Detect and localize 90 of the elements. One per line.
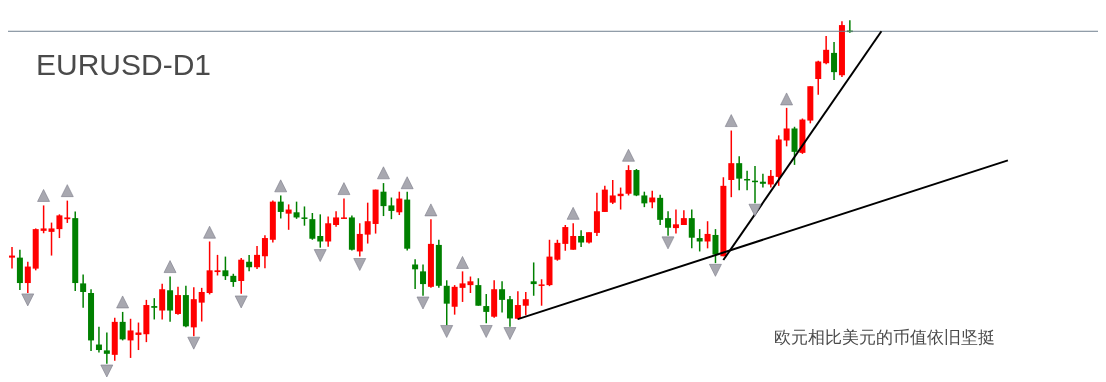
candlestick: [198, 287, 205, 323]
candlestick: [475, 277, 482, 307]
point: [21, 293, 35, 307]
candlestick: [736, 155, 743, 192]
candlestick: [506, 295, 513, 328]
point: [187, 336, 201, 350]
point: [337, 182, 351, 195]
candlestick: [174, 286, 181, 316]
point: [456, 256, 469, 269]
candlestick: [40, 204, 47, 234]
candlestick: [530, 261, 537, 297]
candlestick: [657, 194, 664, 226]
candlestick: [214, 254, 221, 277]
candlestick: [159, 282, 166, 321]
candlestick: [815, 60, 822, 96]
candlestick: [238, 257, 245, 295]
candlestick: [562, 224, 569, 252]
point: [416, 296, 430, 310]
candlestick: [443, 279, 450, 327]
candlestick: [254, 245, 261, 270]
candlestick: [222, 255, 229, 281]
candlestick: [64, 199, 71, 224]
candlestick: [451, 284, 458, 316]
point: [274, 179, 287, 193]
point: [748, 203, 762, 217]
candlestick: [301, 205, 308, 227]
point: [622, 148, 635, 162]
candlestick: [261, 234, 268, 270]
point: [116, 295, 129, 309]
point: [353, 258, 367, 271]
candlestick: [103, 331, 110, 365]
point: [313, 249, 327, 262]
candlestick: [151, 297, 158, 321]
candlestick: [522, 291, 529, 317]
candlestick: [665, 210, 672, 237]
candlestick: [24, 261, 31, 294]
candlestick: [95, 325, 102, 354]
point: [60, 184, 74, 197]
point: [163, 260, 177, 273]
candlestick: [783, 107, 790, 148]
candlestick: [601, 185, 608, 213]
candlestick: [712, 228, 719, 264]
point: [440, 325, 453, 338]
candlestick: [396, 190, 403, 216]
candlestick: [823, 35, 830, 65]
candlestick: [759, 173, 766, 189]
point: [503, 327, 517, 340]
candlestick: [483, 293, 490, 324]
candlestick: [277, 194, 284, 220]
candlestick: [167, 275, 174, 323]
candlestick: [593, 191, 600, 237]
candlestick: [317, 213, 324, 249]
candlestick: [688, 208, 695, 250]
candlestick: [499, 280, 506, 314]
candlestick: [625, 164, 632, 197]
candlestick: [340, 197, 347, 220]
candlestick: [728, 129, 735, 198]
candlestick: [285, 203, 292, 231]
point: [566, 207, 580, 220]
point: [479, 325, 493, 338]
point: [661, 236, 675, 250]
point: [203, 225, 216, 239]
candlestick: [672, 208, 679, 235]
point: [377, 166, 390, 180]
candlestick: [309, 212, 316, 241]
candlestick: [514, 290, 521, 321]
point: [100, 364, 114, 378]
annotation: 欧元相比美元的币值依旧坚挺: [774, 327, 995, 349]
candlestick: [791, 126, 798, 166]
point: [400, 176, 414, 190]
candlestick: [364, 201, 371, 245]
candlestick: [9, 246, 15, 270]
point: [234, 295, 248, 309]
candlestick: [570, 222, 577, 251]
candlestick: [831, 41, 838, 81]
candlestick: [554, 239, 561, 262]
candlestick: [704, 220, 711, 250]
point: [724, 114, 738, 127]
candlestick: [420, 263, 427, 297]
candlestick: [80, 273, 87, 309]
candlestick: [206, 240, 213, 296]
point: [37, 189, 50, 202]
point: [709, 264, 722, 277]
candlestick: [119, 311, 126, 342]
point: [424, 203, 438, 217]
candlestick: [609, 179, 616, 205]
point: [780, 92, 793, 106]
candlestick: [356, 222, 363, 258]
candlestick: [325, 215, 332, 248]
text: EURUSD-D1: [36, 48, 212, 82]
